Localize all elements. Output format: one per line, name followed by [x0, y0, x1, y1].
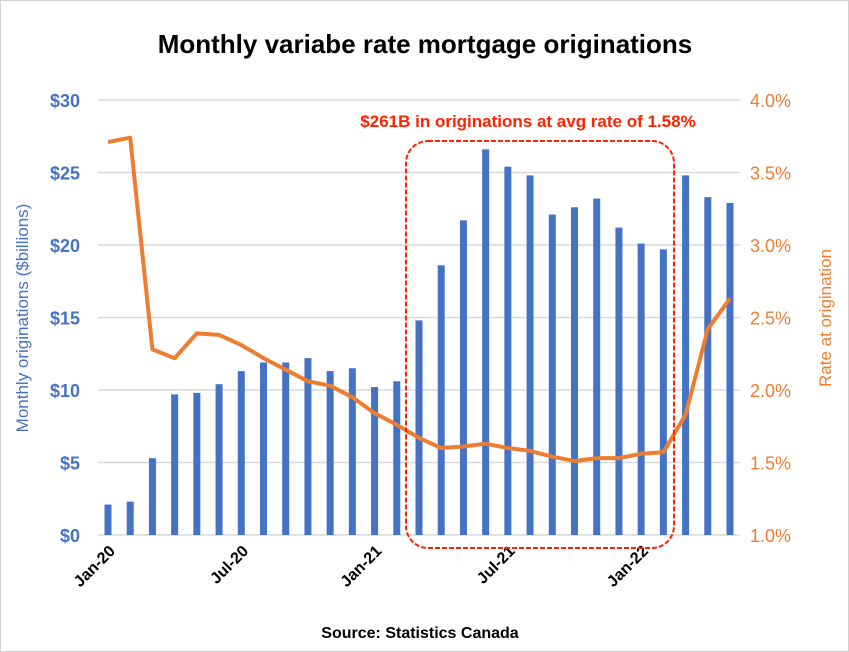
left-tick-label: $30	[50, 91, 80, 111]
bar-Jul-20	[237, 371, 245, 535]
bar-Dec-20	[348, 368, 356, 535]
bar-Apr-22	[704, 197, 712, 535]
left-tick-label: $10	[50, 381, 80, 401]
right-tick-label: 1.0%	[750, 526, 791, 546]
bar-Feb-21	[393, 381, 401, 535]
left-tick-label: $5	[60, 454, 80, 474]
right-tick-label: 4.0%	[750, 91, 791, 111]
bar-Aug-20	[260, 362, 267, 535]
right-tick-label: 3.5%	[750, 164, 791, 184]
x-tick-label: Jul-21	[474, 543, 519, 588]
bar-May-21	[459, 220, 467, 535]
bar-Oct-21	[571, 207, 578, 536]
left-axis-label: Monthly originations ($billions)	[13, 204, 32, 433]
x-tick-label: Jan-20	[71, 543, 119, 591]
right-tick-label: 3.0%	[750, 236, 791, 256]
annotation-box	[405, 140, 675, 549]
x-tick-label: Jan-22	[604, 543, 652, 591]
left-tick-label: $20	[50, 236, 80, 256]
x-tick-label: Jul-20	[207, 543, 252, 588]
bar-Mar-22	[682, 175, 690, 535]
annotation-text: $261B in originations at avg rate of 1.5…	[360, 112, 695, 131]
bar-Jul-21	[504, 166, 512, 535]
bar-Apr-21	[437, 265, 445, 535]
bar-Jan-20	[104, 504, 112, 535]
bar-Mar-20	[148, 458, 156, 535]
bar-Feb-20	[126, 501, 134, 535]
bar-Aug-21	[526, 175, 534, 535]
right-tick-label: 2.0%	[750, 381, 791, 401]
bar-Nov-20	[326, 371, 334, 535]
bar-May-20	[193, 392, 201, 535]
bar-Jan-21	[371, 387, 379, 535]
right-tick-label: 2.5%	[750, 309, 791, 329]
left-tick-label: $25	[50, 164, 80, 184]
bar-May-22	[726, 202, 734, 535]
bar-Sep-21	[548, 214, 556, 536]
bar-Jun-21	[482, 149, 490, 536]
bar-Apr-20	[171, 394, 179, 535]
bar-Oct-20	[304, 358, 312, 535]
chart-title: Monthly variabe rate mortgage originatio…	[158, 29, 693, 59]
left-tick-label: $0	[60, 526, 80, 546]
source-label: Source: Statistics Canada	[321, 625, 519, 642]
bar-Nov-21	[593, 198, 601, 535]
left-tick-label: $15	[50, 309, 80, 329]
bar-Jun-20	[215, 384, 223, 535]
bar-Mar-21	[415, 320, 423, 535]
bar-Feb-22	[659, 249, 667, 535]
bar-Dec-21	[615, 227, 623, 535]
bar-Sep-20	[282, 362, 290, 535]
right-axis-label: Rate at origination	[816, 249, 835, 387]
right-tick-label: 1.5%	[750, 454, 791, 474]
bar-Jan-22	[637, 243, 645, 536]
x-tick-label: Jan-21	[338, 543, 386, 591]
